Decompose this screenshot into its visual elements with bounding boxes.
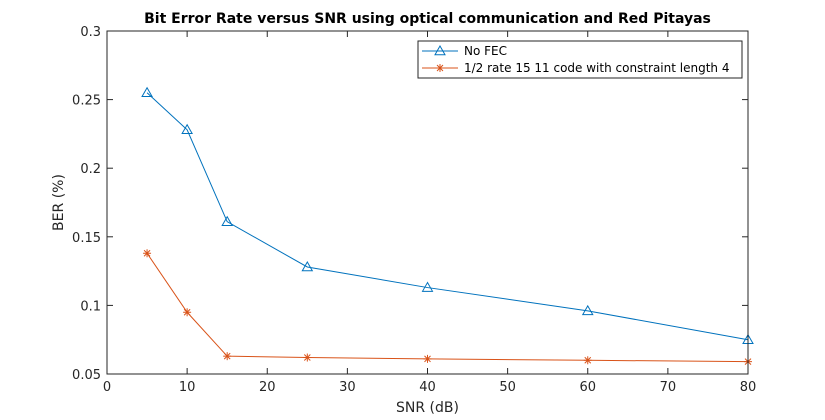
y-tick-label: 0.2 <box>80 162 101 177</box>
x-tick-label: 30 <box>339 380 356 395</box>
plot-frame <box>106 30 749 375</box>
legend-marker <box>436 64 444 72</box>
y-tick-label: 0.15 <box>72 231 101 246</box>
series-line <box>146 92 749 341</box>
legend-label: No FEC <box>464 44 507 58</box>
x-tick-label: 10 <box>179 380 196 395</box>
x-tick-label: 60 <box>579 380 596 395</box>
y-tick-label: 0.25 <box>72 94 101 109</box>
data-point <box>423 354 432 363</box>
data-point <box>583 356 592 365</box>
data-point <box>421 281 434 292</box>
data-point <box>181 123 193 135</box>
x-tick-label: 80 <box>740 380 757 395</box>
data-point <box>183 308 192 317</box>
x-tick-label: 20 <box>259 380 276 395</box>
data-point <box>581 304 594 316</box>
ticks-layer: 0 10 20 30 40 50 60 70 80 0.05 0.1 0.15 0.2 0.25 0.3 <box>72 25 756 395</box>
x-tick-label: 70 <box>660 380 677 395</box>
legend-item: No FEC <box>422 44 507 58</box>
data-point <box>223 352 232 361</box>
data-point <box>143 249 152 258</box>
plot-area <box>107 31 748 374</box>
legend: No FEC 1/2 rate 15 11 code with constrain… <box>417 40 743 79</box>
y-tick-label: 0.3 <box>80 25 101 40</box>
legend-box <box>417 40 743 79</box>
y-tick-label: 0.1 <box>80 299 101 314</box>
x-axis-label: SNR (dB) <box>396 400 459 416</box>
data-point <box>141 86 153 97</box>
legend-label: 1/2 rate 15 11 code with constraint leng… <box>464 61 729 75</box>
legend-item: 1/2 rate 15 11 code with constraint leng… <box>422 61 729 75</box>
data-point <box>303 353 312 362</box>
x-tick-label: 40 <box>419 380 436 395</box>
x-tick-label: 0 <box>103 380 111 395</box>
y-axis-label: BER (%) <box>51 174 67 231</box>
chart-title: Bit Error Rate versus SNR using optical … <box>144 11 711 27</box>
legend-marker <box>434 44 446 56</box>
series-layer <box>141 86 754 366</box>
series-2 <box>143 249 752 366</box>
y-tick-label: 0.05 <box>72 368 101 383</box>
data-point <box>301 260 314 272</box>
data-point <box>221 215 234 226</box>
x-tick-label: 50 <box>499 380 516 395</box>
